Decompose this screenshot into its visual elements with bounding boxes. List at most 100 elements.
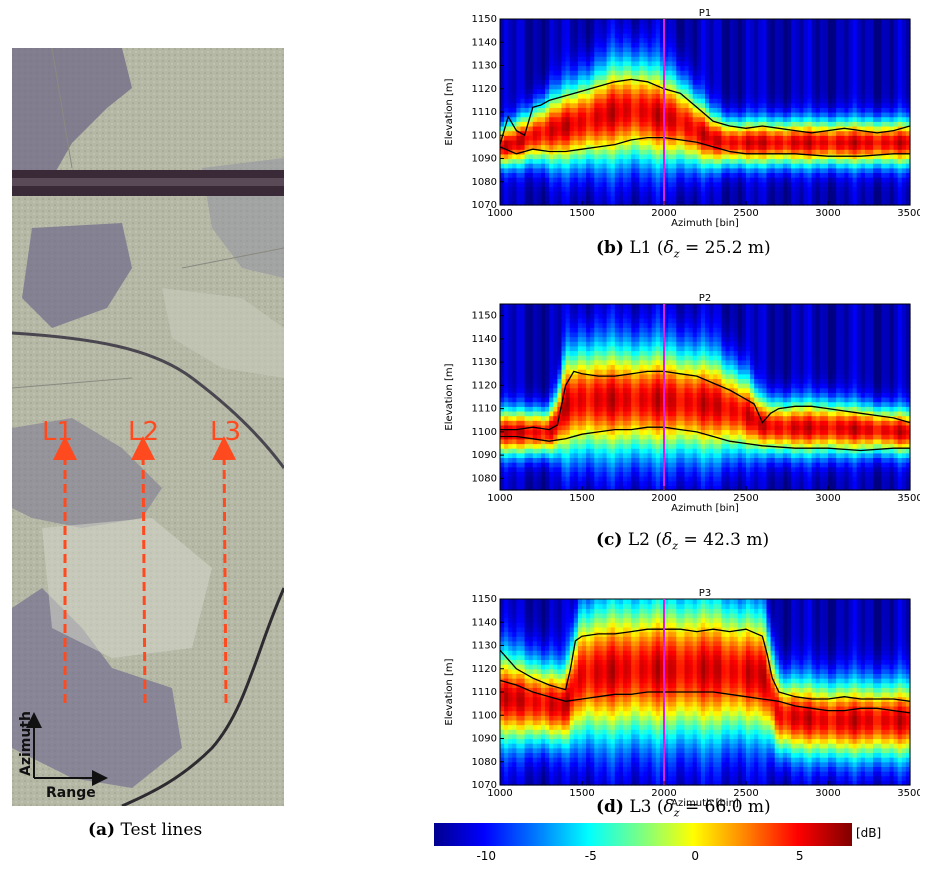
heatmap-cell — [618, 102, 624, 108]
heatmap-cell — [627, 88, 632, 94]
heatmap-cell — [504, 149, 509, 155]
heatmap-cell — [856, 74, 862, 81]
heatmap-cell — [741, 116, 747, 122]
heatmap-cell — [729, 23, 735, 29]
heatmap-cell — [557, 112, 563, 118]
heatmap-cell — [881, 74, 886, 81]
heatmap-cell — [869, 84, 874, 90]
heatmap-cell — [905, 102, 911, 108]
heatmap-cell — [590, 345, 595, 352]
heatmap-cell — [709, 177, 714, 183]
heatmap-cell — [680, 102, 686, 108]
heatmap-cell — [561, 341, 567, 347]
heatmap-cell — [762, 51, 768, 57]
heatmap-cell — [524, 163, 530, 169]
heatmap-cell — [598, 98, 604, 104]
heatmap-cell — [508, 317, 513, 324]
heatmap-cell — [893, 107, 899, 113]
heatmap-cell — [807, 37, 813, 43]
heatmap-cell — [606, 19, 612, 25]
heatmap-cell — [655, 167, 661, 174]
heatmap-cell — [594, 167, 599, 174]
heatmap-cell — [668, 32, 673, 39]
heatmap-cell — [577, 28, 583, 34]
heatmap-cell — [528, 19, 534, 25]
heatmap-cell — [594, 387, 599, 393]
heatmap-cell — [823, 74, 829, 81]
heatmap-cell — [692, 200, 698, 206]
heatmap-cell — [873, 84, 878, 90]
heatmap-cell — [741, 144, 747, 150]
heatmap-cell — [737, 186, 743, 192]
heatmap-cell — [643, 60, 649, 67]
heatmap-cell — [524, 28, 530, 34]
heatmap-cell — [741, 32, 747, 39]
heatmap-cell — [860, 28, 866, 34]
heatmap-cell — [528, 457, 534, 463]
heatmap-cell — [577, 98, 583, 104]
heatmap-cell — [774, 32, 780, 39]
heatmap-cell — [573, 410, 579, 417]
heatmap-cell — [536, 476, 542, 482]
heatmap-cell — [602, 149, 608, 155]
heatmap-cell — [536, 327, 542, 333]
heatmap-cell — [672, 32, 677, 39]
heatmap-cell — [577, 139, 583, 146]
heatmap-cell — [520, 383, 526, 389]
heatmap-cell — [545, 23, 550, 29]
heatmap-cell — [754, 181, 759, 187]
heatmap-cell — [549, 65, 554, 71]
heatmap-cell — [815, 19, 821, 25]
heatmap-cell — [500, 121, 505, 127]
heatmap-cell — [741, 153, 747, 160]
heatmap-cell — [586, 443, 591, 449]
heatmap-cell — [664, 172, 669, 178]
heatmap-cell — [795, 172, 800, 178]
heatmap-cell — [848, 60, 854, 67]
heatmap-cell — [746, 149, 751, 155]
heatmap-cell — [860, 116, 866, 122]
heatmap-cell — [582, 424, 587, 431]
heatmap-cell — [520, 42, 526, 48]
heatmap-cell — [746, 153, 751, 160]
heatmap-cell — [774, 172, 780, 178]
heatmap-cell — [557, 364, 563, 370]
heatmap-cell — [746, 121, 751, 127]
heatmap-cell — [582, 476, 587, 482]
heatmap-cell — [582, 355, 587, 361]
heatmap-cell — [504, 158, 509, 164]
heatmap-cell — [758, 186, 763, 192]
heatmap-cell — [512, 429, 517, 435]
heatmap-cell — [828, 116, 833, 122]
heatmap-cell — [729, 112, 735, 118]
heatmap-cell — [549, 373, 554, 379]
heatmap-cell — [639, 60, 645, 67]
heatmap-cell — [803, 107, 809, 113]
heatmap-cell — [905, 186, 911, 192]
heatmap-cell — [586, 51, 591, 57]
heatmap-cell — [815, 23, 821, 29]
heatmap-cell — [549, 364, 554, 370]
heatmap-cell — [741, 46, 747, 53]
heatmap-cell — [729, 195, 735, 201]
heatmap-cell — [836, 191, 841, 197]
heatmap-cell — [586, 186, 591, 192]
heatmap-cell — [606, 60, 612, 67]
heatmap-cell — [733, 65, 739, 71]
heatmap-cell — [586, 331, 591, 338]
heatmap-cell — [532, 466, 538, 472]
heatmap-cell — [754, 172, 759, 178]
heatmap-cell — [532, 200, 538, 206]
heatmap-cell — [610, 65, 616, 71]
heatmap-cell — [782, 144, 788, 150]
heatmap-cell — [528, 191, 534, 197]
heatmap-cell — [754, 112, 759, 118]
heatmap-cell — [717, 153, 722, 160]
heatmap-cell — [528, 313, 534, 319]
heatmap-cell — [590, 373, 595, 379]
heatmap-cell — [713, 37, 718, 43]
heatmap-cell — [774, 102, 780, 108]
heatmap-cell — [897, 200, 903, 206]
heatmap-cell — [508, 70, 513, 76]
heatmap-cell — [762, 144, 768, 150]
